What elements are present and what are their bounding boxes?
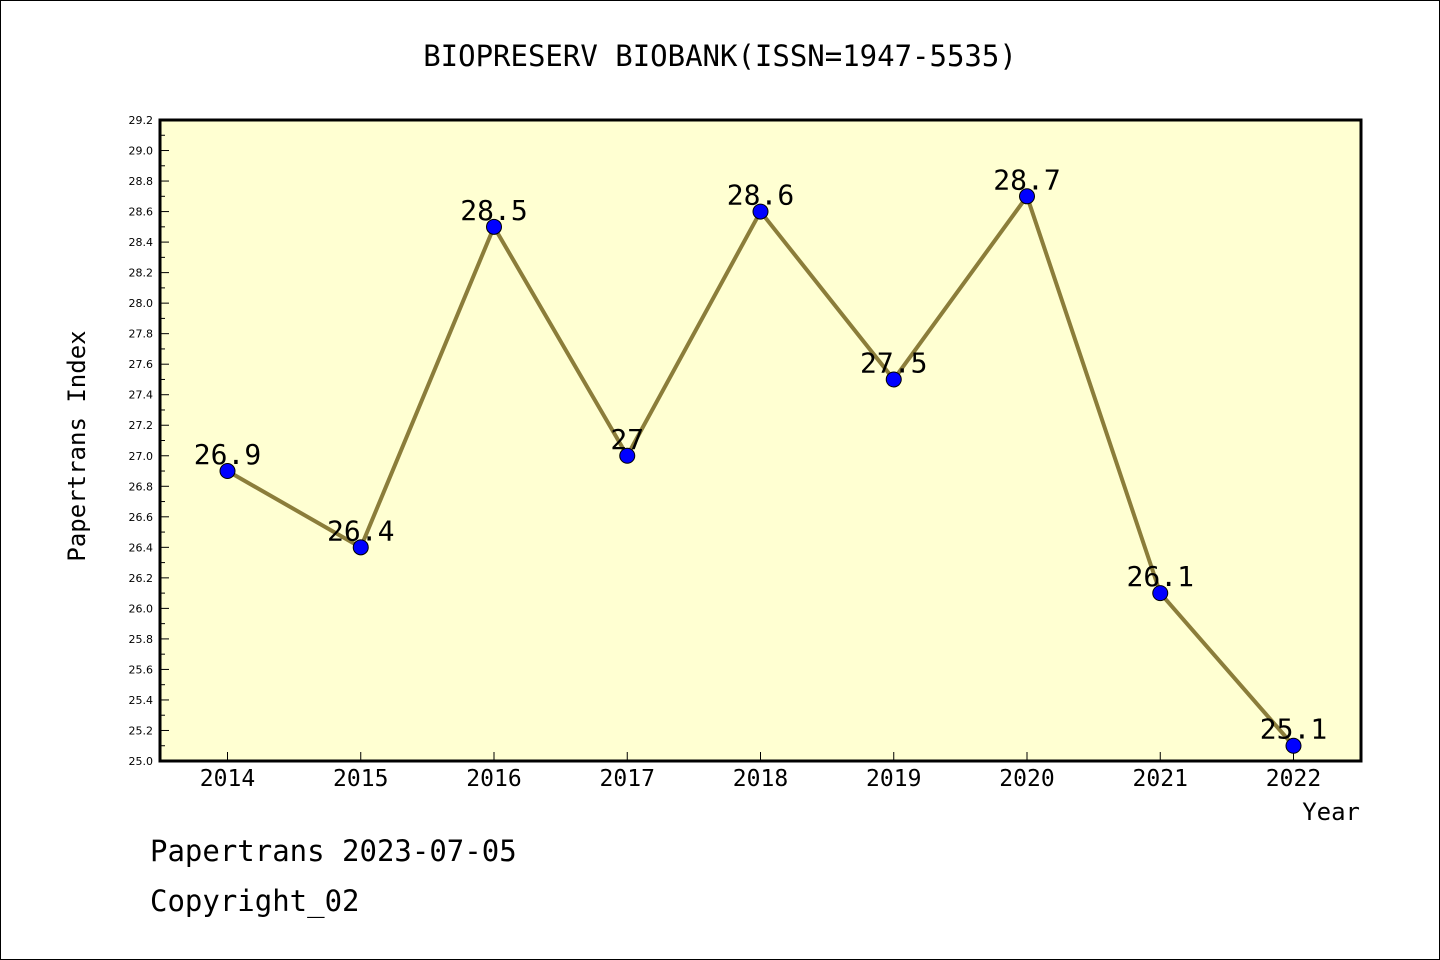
data-point [352, 539, 369, 556]
data-point [1019, 188, 1035, 205]
footer-date: Papertrans 2023-07-05 [150, 834, 517, 868]
y-tick-label: 26.2 [129, 572, 154, 585]
y-tick-label: 26.0 [129, 602, 154, 615]
y-tick-label: 26.8 [129, 480, 154, 493]
y-axis-title: Papertrans Index [63, 330, 91, 561]
y-tick-label: 28.0 [129, 297, 154, 310]
data-point [619, 447, 636, 464]
y-tick-label: 25.4 [129, 694, 154, 707]
data-point [486, 218, 502, 235]
x-tick-label: 2015 [333, 766, 388, 792]
plot-area [158, 118, 1363, 763]
y-tick-label: 28.4 [129, 236, 154, 249]
chart-title: BIOPRESERV BIOBANK(ISSN=1947-5535) [423, 39, 1017, 73]
y-tick-label: 25.8 [129, 633, 154, 646]
data-point [1285, 737, 1302, 754]
x-axis-title: Year [1302, 798, 1360, 826]
y-tick-label: 27.4 [129, 389, 154, 402]
y-tick-label: 28.8 [129, 175, 154, 188]
x-tick-label: 2020 [999, 766, 1054, 792]
y-tick-label: 27.0 [129, 450, 154, 463]
x-tick-label: 2018 [733, 766, 788, 792]
x-tick-label: 2016 [466, 766, 521, 792]
y-tick-label: 29.0 [129, 145, 154, 158]
footer-copyright: Copyright_02 [150, 884, 360, 918]
y-tick-label: 27.2 [129, 419, 154, 432]
data-point [1152, 585, 1169, 602]
data-point [219, 463, 236, 480]
x-tick-label: 2017 [600, 766, 655, 792]
y-tick-label: 25.0 [129, 755, 154, 768]
y-tick-label: 28.2 [129, 267, 154, 280]
x-tick-label: 2014 [200, 766, 255, 792]
y-tick-label: 28.6 [129, 206, 154, 219]
x-tick-label: 2022 [1266, 766, 1321, 792]
y-axis: 25.0 25.2 25.4 25.6 25.8 26.0 26.2 26.4 26.6 26.8… [129, 114, 169, 768]
y-tick-label: 25.6 [129, 663, 154, 676]
y-tick-label: 26.4 [129, 541, 154, 554]
x-tick-label: 2021 [1133, 766, 1188, 792]
x-axis: 2014 2015 2016 2017 2018 2019 2020 2021 2022 [200, 752, 1321, 792]
y-tick-label: 26.6 [129, 511, 154, 524]
y-tick-label: 27.6 [129, 358, 154, 371]
x-tick-label: 2019 [866, 766, 921, 792]
data-point [885, 371, 902, 388]
data-point [752, 203, 769, 220]
y-tick-label: 27.8 [129, 328, 154, 341]
y-tick-label: 25.2 [129, 724, 154, 737]
y-tick-label: 29.2 [129, 114, 154, 127]
